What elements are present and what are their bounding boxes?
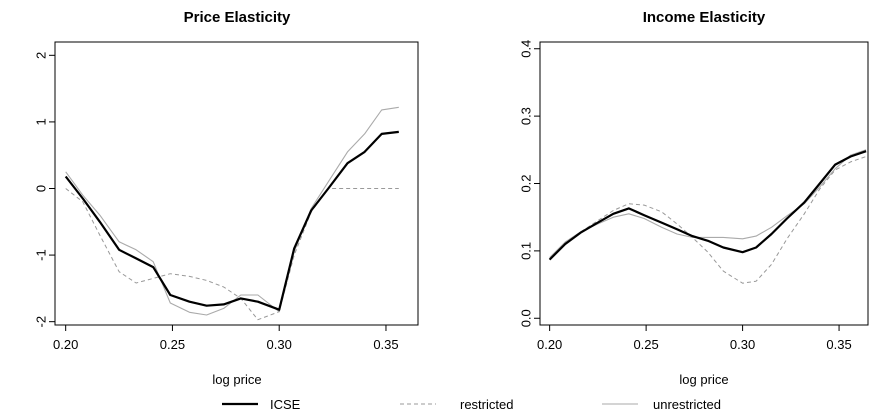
income-elasticity-panel: Income Elasticity 0.20 0.25 0.30 0.35 0.0 0.1 0… bbox=[519, 9, 869, 387]
price-elasticity-plot-frame bbox=[54, 41, 419, 326]
series-line-unrestricted bbox=[549, 149, 867, 258]
x-tick-label: 0.30 bbox=[730, 337, 755, 352]
y-tick-label: 1 bbox=[34, 118, 49, 125]
legend-label-unrestricted: unrestricted bbox=[653, 397, 721, 412]
y-tick-label: 0.2 bbox=[519, 174, 534, 192]
y-tick-label: -1 bbox=[34, 249, 49, 261]
y-tick-label: 0.4 bbox=[519, 40, 534, 58]
income-elasticity-title: Income Elasticity bbox=[643, 9, 766, 26]
price-elasticity-title: Price Elasticity bbox=[184, 9, 291, 26]
x-tick-label: 0.35 bbox=[373, 337, 398, 352]
y-tick-label: 0.1 bbox=[519, 242, 534, 260]
x-tick-label: 0.30 bbox=[267, 337, 292, 352]
x-tick-label: 0.20 bbox=[53, 337, 78, 352]
y-tick-label: -2 bbox=[34, 316, 49, 328]
price-elasticity-x-axis-label: log price bbox=[212, 372, 261, 387]
series-line-restricted bbox=[549, 156, 867, 284]
y-tick-label: 0.0 bbox=[519, 309, 534, 327]
legend-label-restricted: restricted bbox=[460, 397, 513, 412]
y-tick-label: 0.3 bbox=[519, 107, 534, 125]
series-line-unrestricted bbox=[65, 106, 399, 316]
x-tick-label: 0.20 bbox=[537, 337, 562, 352]
x-tick-label: 0.25 bbox=[160, 337, 185, 352]
series-line-ICSE bbox=[64, 130, 399, 311]
x-tick-label: 0.35 bbox=[826, 337, 851, 352]
y-tick-label: 0 bbox=[34, 185, 49, 192]
series-line-ICSE bbox=[548, 150, 867, 261]
price-elasticity-panel: Price Elasticity 0.20 0.25 0.30 0.35 -2 -1 0 1 2 l… bbox=[34, 9, 419, 387]
legend-label-ICSE: ICSE bbox=[270, 397, 301, 412]
x-tick-label: 0.25 bbox=[633, 337, 658, 352]
series-line-restricted bbox=[65, 188, 399, 321]
income-elasticity-x-axis-label: log price bbox=[679, 372, 728, 387]
y-tick-label: 2 bbox=[34, 52, 49, 59]
legend: ICSE restricted unrestricted bbox=[222, 397, 721, 412]
